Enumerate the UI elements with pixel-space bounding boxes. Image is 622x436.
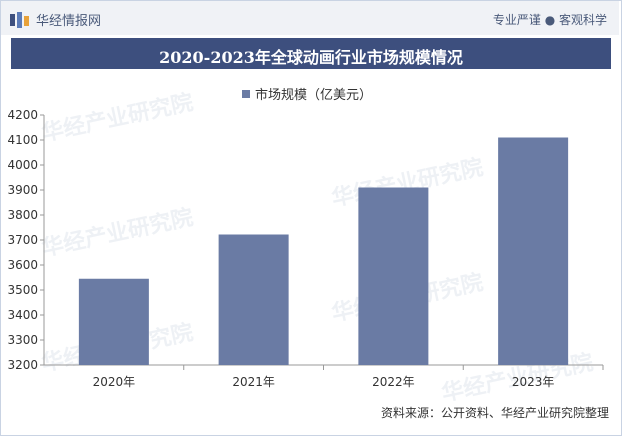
slogan: 专业严谨 ● 客观科学 <box>492 13 607 27</box>
logo: 华经情报网 <box>10 10 101 29</box>
y-tick-label: 3400 <box>7 308 38 322</box>
y-tick-label: 3800 <box>7 208 38 222</box>
source-note: 资料来源：公开资料、华经产业研究院整理 <box>380 406 609 420</box>
y-tick-label: 3700 <box>7 233 38 247</box>
chart-legend: 市场规模（亿美元） <box>242 84 372 103</box>
bar <box>358 187 429 365</box>
bar <box>78 278 149 365</box>
title-bar: 2020-2023年全球动画行业市场规模情况 <box>11 38 611 69</box>
chart-title: 2020-2023年全球动画行业市场规模情况 <box>159 48 463 67</box>
y-tick-label: 4200 <box>7 108 38 122</box>
x-tick-label: 2020年 <box>93 375 136 389</box>
x-tick-label: 2021年 <box>232 375 275 389</box>
y-tick-label: 4000 <box>7 158 38 172</box>
y-tick-label: 4100 <box>7 133 38 147</box>
y-tick-label: 3600 <box>7 258 38 272</box>
legend-label: 市场规模（亿美元） <box>255 88 373 103</box>
top-bar: 华经情报网 专业严谨 ● 客观科学 <box>1 1 619 35</box>
logo-text: 华经情报网 <box>36 14 102 29</box>
y-tick-label: 3200 <box>7 358 38 372</box>
logo-icon <box>10 11 29 28</box>
y-tick-label: 3900 <box>7 183 38 197</box>
y-tick-label: 3300 <box>7 333 38 347</box>
y-tick-label: 3500 <box>7 283 38 297</box>
bar <box>218 234 289 365</box>
bar <box>498 137 569 365</box>
x-tick-label: 2022年 <box>372 375 415 389</box>
x-tick-label: 2023年 <box>512 375 555 389</box>
legend-swatch <box>242 89 250 98</box>
